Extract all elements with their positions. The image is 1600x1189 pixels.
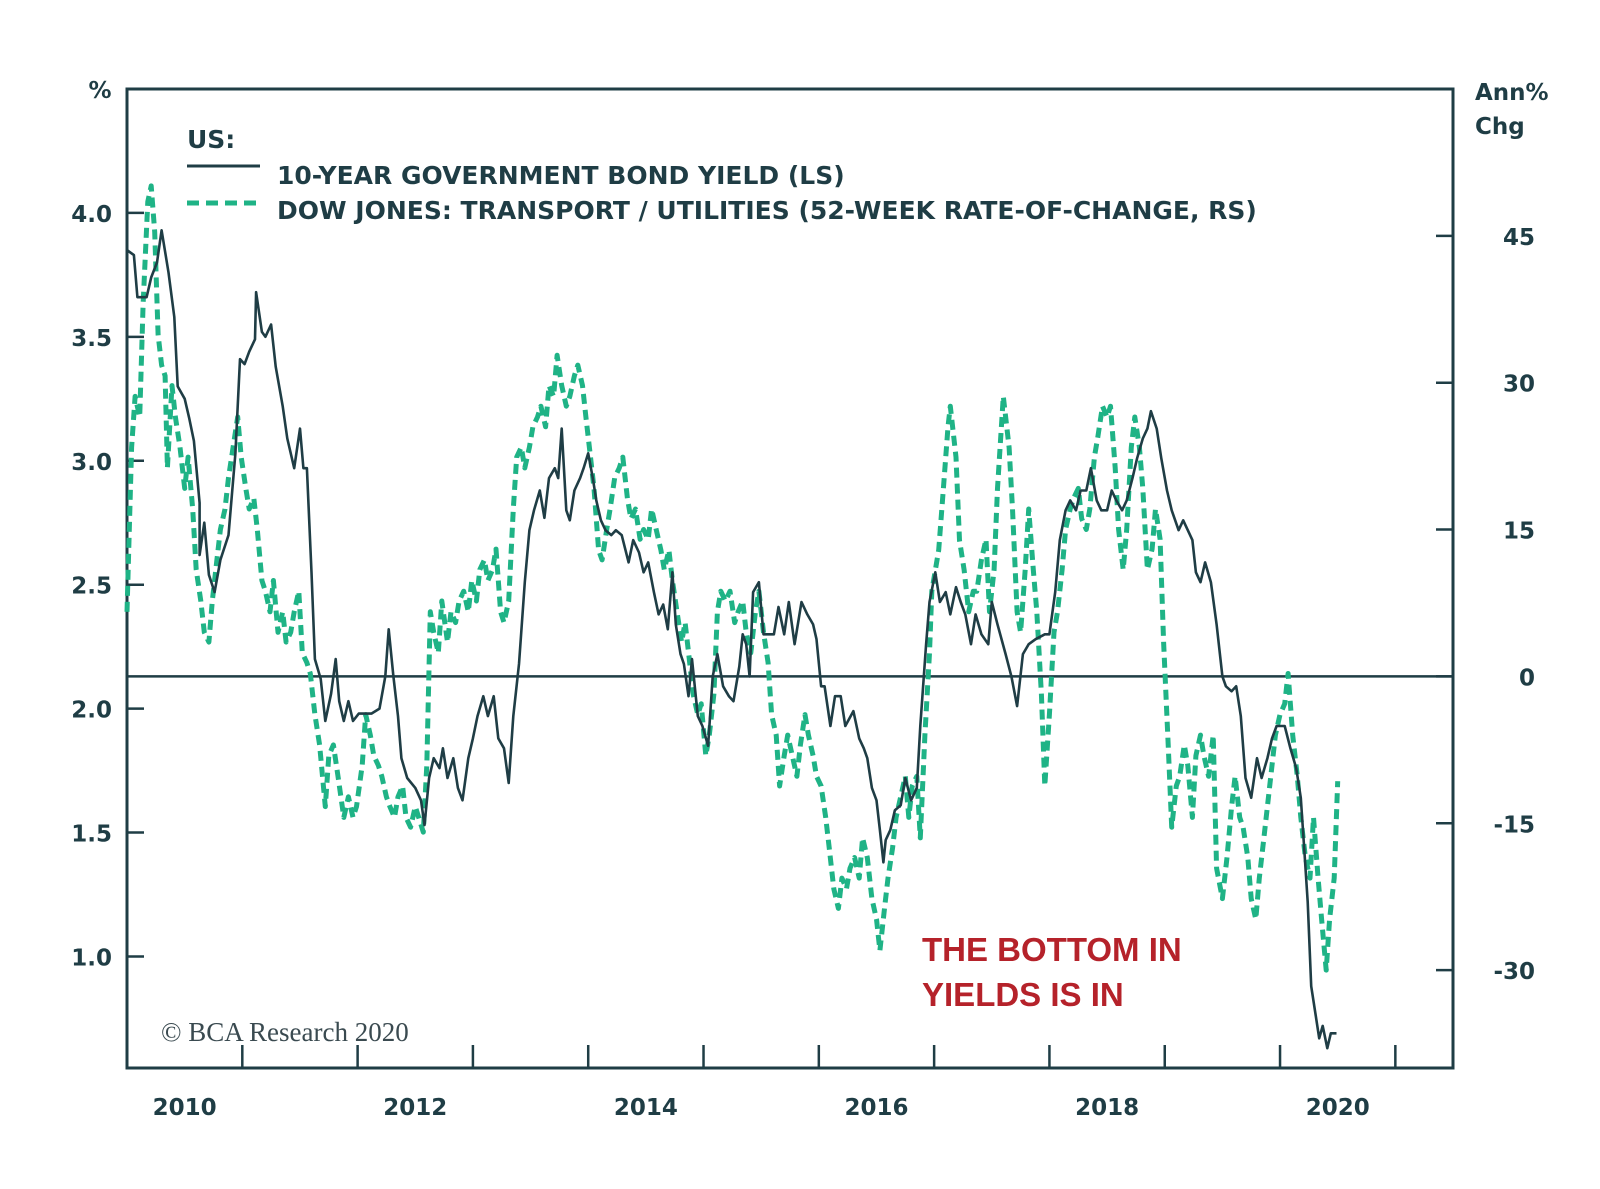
series-line-bond-yield [126,229,1337,1050]
copyright: © BCA Research 2020 [161,1017,409,1047]
legend-entry-yield: 10-YEAR GOVERNMENT BOND YIELD (LS) [277,161,845,190]
right-axis-label-line1: Ann% [1475,80,1549,106]
series-layer [124,183,1341,1050]
legend: US: 10-YEAR GOVERNMENT BOND YIELD (LS) D… [187,125,1257,225]
right-tick-label: 45 [1503,225,1535,251]
left-tick-label: 1.5 [71,822,112,848]
series-line-transport-utilities [124,183,1341,973]
right-tick-label: 15 [1503,519,1535,545]
right-tick-label: 0 [1519,665,1535,691]
right-axis-label-line2: Chg [1475,114,1525,140]
left-axis-label: % [88,78,111,104]
x-tick-label: 2014 [614,1095,678,1121]
x-tick-label: 2010 [153,1095,217,1121]
annotation-line1: THE BOTTOM IN [922,931,1182,968]
x-tick-label: 2016 [844,1095,908,1121]
right-tick-label: -15 [1493,812,1535,838]
right-tick-label: -30 [1493,959,1535,985]
legend-entry-transport-utilities: DOW JONES: TRANSPORT / UTILITIES (52-WEE… [277,196,1257,225]
left-tick-label: 4.0 [71,202,112,228]
left-tick-label: 3.5 [71,326,112,352]
right-tick-label: 30 [1503,372,1535,398]
left-tick-label: 1.0 [71,945,112,971]
x-tick-label: 2018 [1075,1095,1139,1121]
left-tick-label: 2.0 [71,698,112,724]
x-tick-label: 2020 [1306,1095,1370,1121]
x-tick-label: 2012 [383,1095,447,1121]
legend-heading: US: [187,125,235,154]
left-tick-label: 3.0 [71,450,112,476]
annotation-line2: YIELDS IS IN [922,976,1124,1013]
x-axis-ticks: 2010 2012 2014 2016 2018 2020 [153,1045,1397,1121]
left-tick-label: 2.5 [71,574,112,600]
